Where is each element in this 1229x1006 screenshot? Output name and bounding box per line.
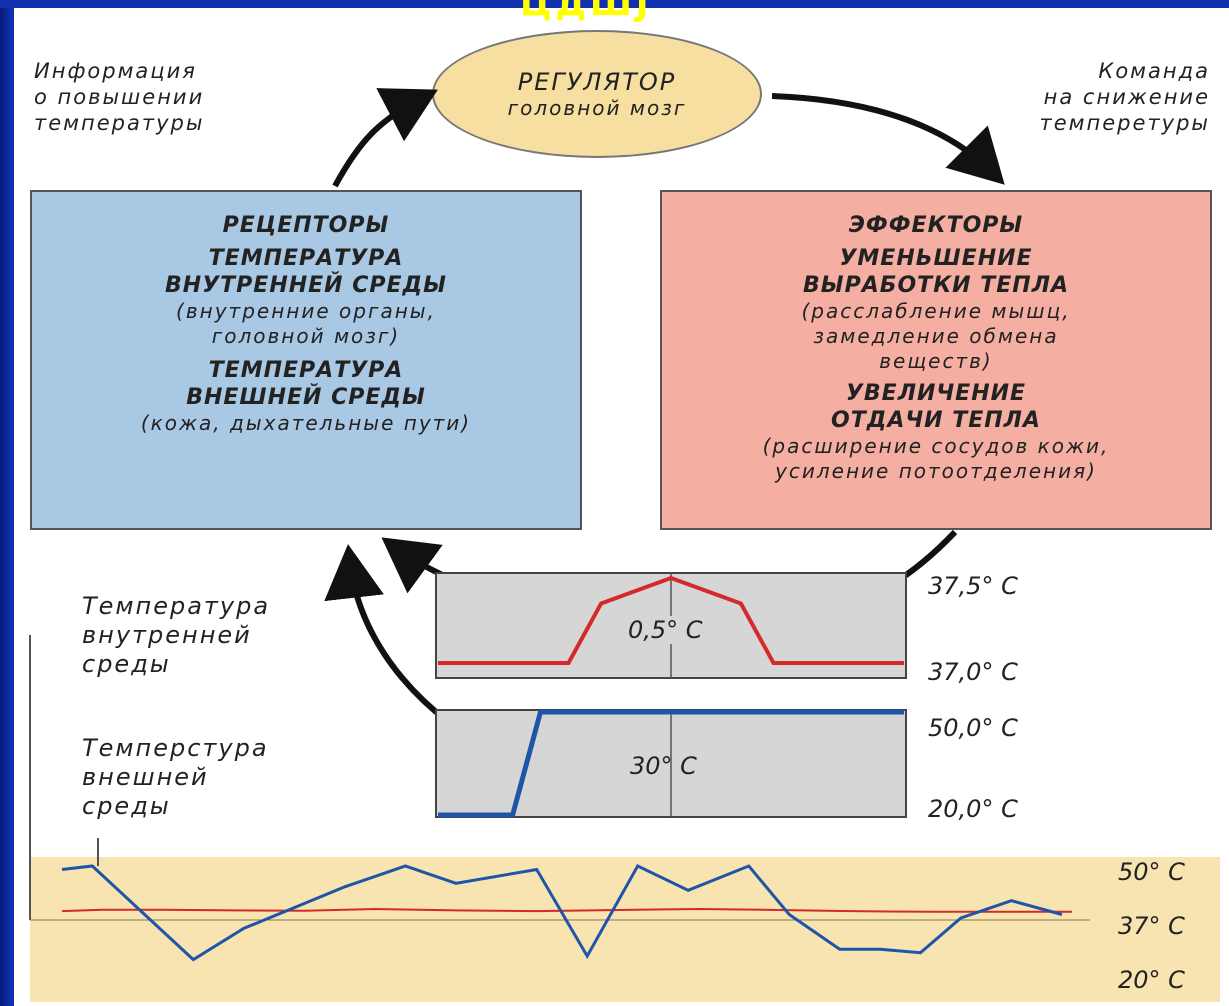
label-external-temperature: Темперстура внешней среды bbox=[82, 734, 269, 820]
effectors-title: ЭФФЕКТОРЫ bbox=[848, 213, 1024, 238]
regulator-node: РЕГУЛЯТОР головной мозг bbox=[432, 30, 762, 158]
chart-internal-line bbox=[438, 575, 904, 665]
receptor-external-title: ТЕМПЕРАТУРА ВНЕШНЕЙ СРЕДЫ bbox=[186, 358, 426, 410]
label-internal-temperature: Температура внутренней среды bbox=[82, 592, 271, 678]
chart-bottom-external-line bbox=[61, 864, 1063, 962]
chart-external-line bbox=[438, 709, 904, 818]
note-command-decrease: Команда на снижение темперетуры bbox=[1039, 59, 1210, 135]
arrow-receptors-to-regulator bbox=[332, 88, 438, 188]
regulator-subtitle: головной мозг bbox=[507, 96, 687, 120]
slide-title: ЦДШЈ bbox=[520, 0, 653, 24]
chart-external-delta-label: 30° C bbox=[630, 752, 697, 780]
effectors-box: ЭФФЕКТОРЫ УМЕНЬШЕНИЕ ВЫРАБОТКИ ТЕПЛА (ра… bbox=[660, 190, 1212, 530]
effector-heat-loss-title: УВЕЛИЧЕНИЕ ОТДАЧИ ТЕПЛА bbox=[831, 381, 1041, 433]
regulator-title: РЕГУЛЯТОР bbox=[517, 68, 677, 96]
chart-internal-ytick-low: 37,0° C bbox=[928, 658, 1018, 686]
chart-external-ytick-high: 50,0° C bbox=[928, 714, 1018, 742]
chart-bottom-ytick-50: 50° C bbox=[1118, 858, 1185, 886]
receptor-internal-detail: (внутренние органы, головной мозг) bbox=[176, 299, 436, 348]
chart-bottom-internal-line bbox=[61, 907, 1072, 913]
effector-heat-production-title: УМЕНЬШЕНИЕ ВЫРАБОТКИ ТЕПЛА bbox=[803, 246, 1069, 298]
chart-external-ytick-low: 20,0° C bbox=[928, 795, 1018, 823]
receptor-internal-title: ТЕМПЕРАТУРА ВНУТРЕННЕЙ СРЕДЫ bbox=[165, 246, 447, 298]
slide-top-band bbox=[0, 0, 1229, 8]
chart-internal-ytick-high: 37,5° C bbox=[928, 572, 1018, 600]
chart-bottom-ytick-20: 20° C bbox=[1118, 966, 1185, 994]
arrow-regulator-to-effectors bbox=[771, 93, 1005, 185]
effector-heat-production-detail: (расслабление мышц, замедление обмена ве… bbox=[801, 299, 1071, 373]
chart-bottom-ytick-37: 37° C bbox=[1118, 912, 1185, 940]
note-info-increase: Информация о повышении температуры bbox=[34, 59, 205, 135]
receptors-title: РЕЦЕПТОРЫ bbox=[222, 213, 390, 238]
receptors-box: РЕЦЕПТОРЫ ТЕМПЕРАТУРА ВНУТРЕННЕЙ СРЕДЫ (… bbox=[30, 190, 582, 530]
effector-heat-loss-detail: (расширение сосудов кожи, усиление потоо… bbox=[762, 434, 1110, 483]
chart-bottom-band bbox=[30, 857, 1220, 1002]
chart-internal-delta-label: 0,5° C bbox=[628, 616, 703, 644]
receptor-external-detail: (кожа, дыхательные пути) bbox=[140, 411, 472, 435]
